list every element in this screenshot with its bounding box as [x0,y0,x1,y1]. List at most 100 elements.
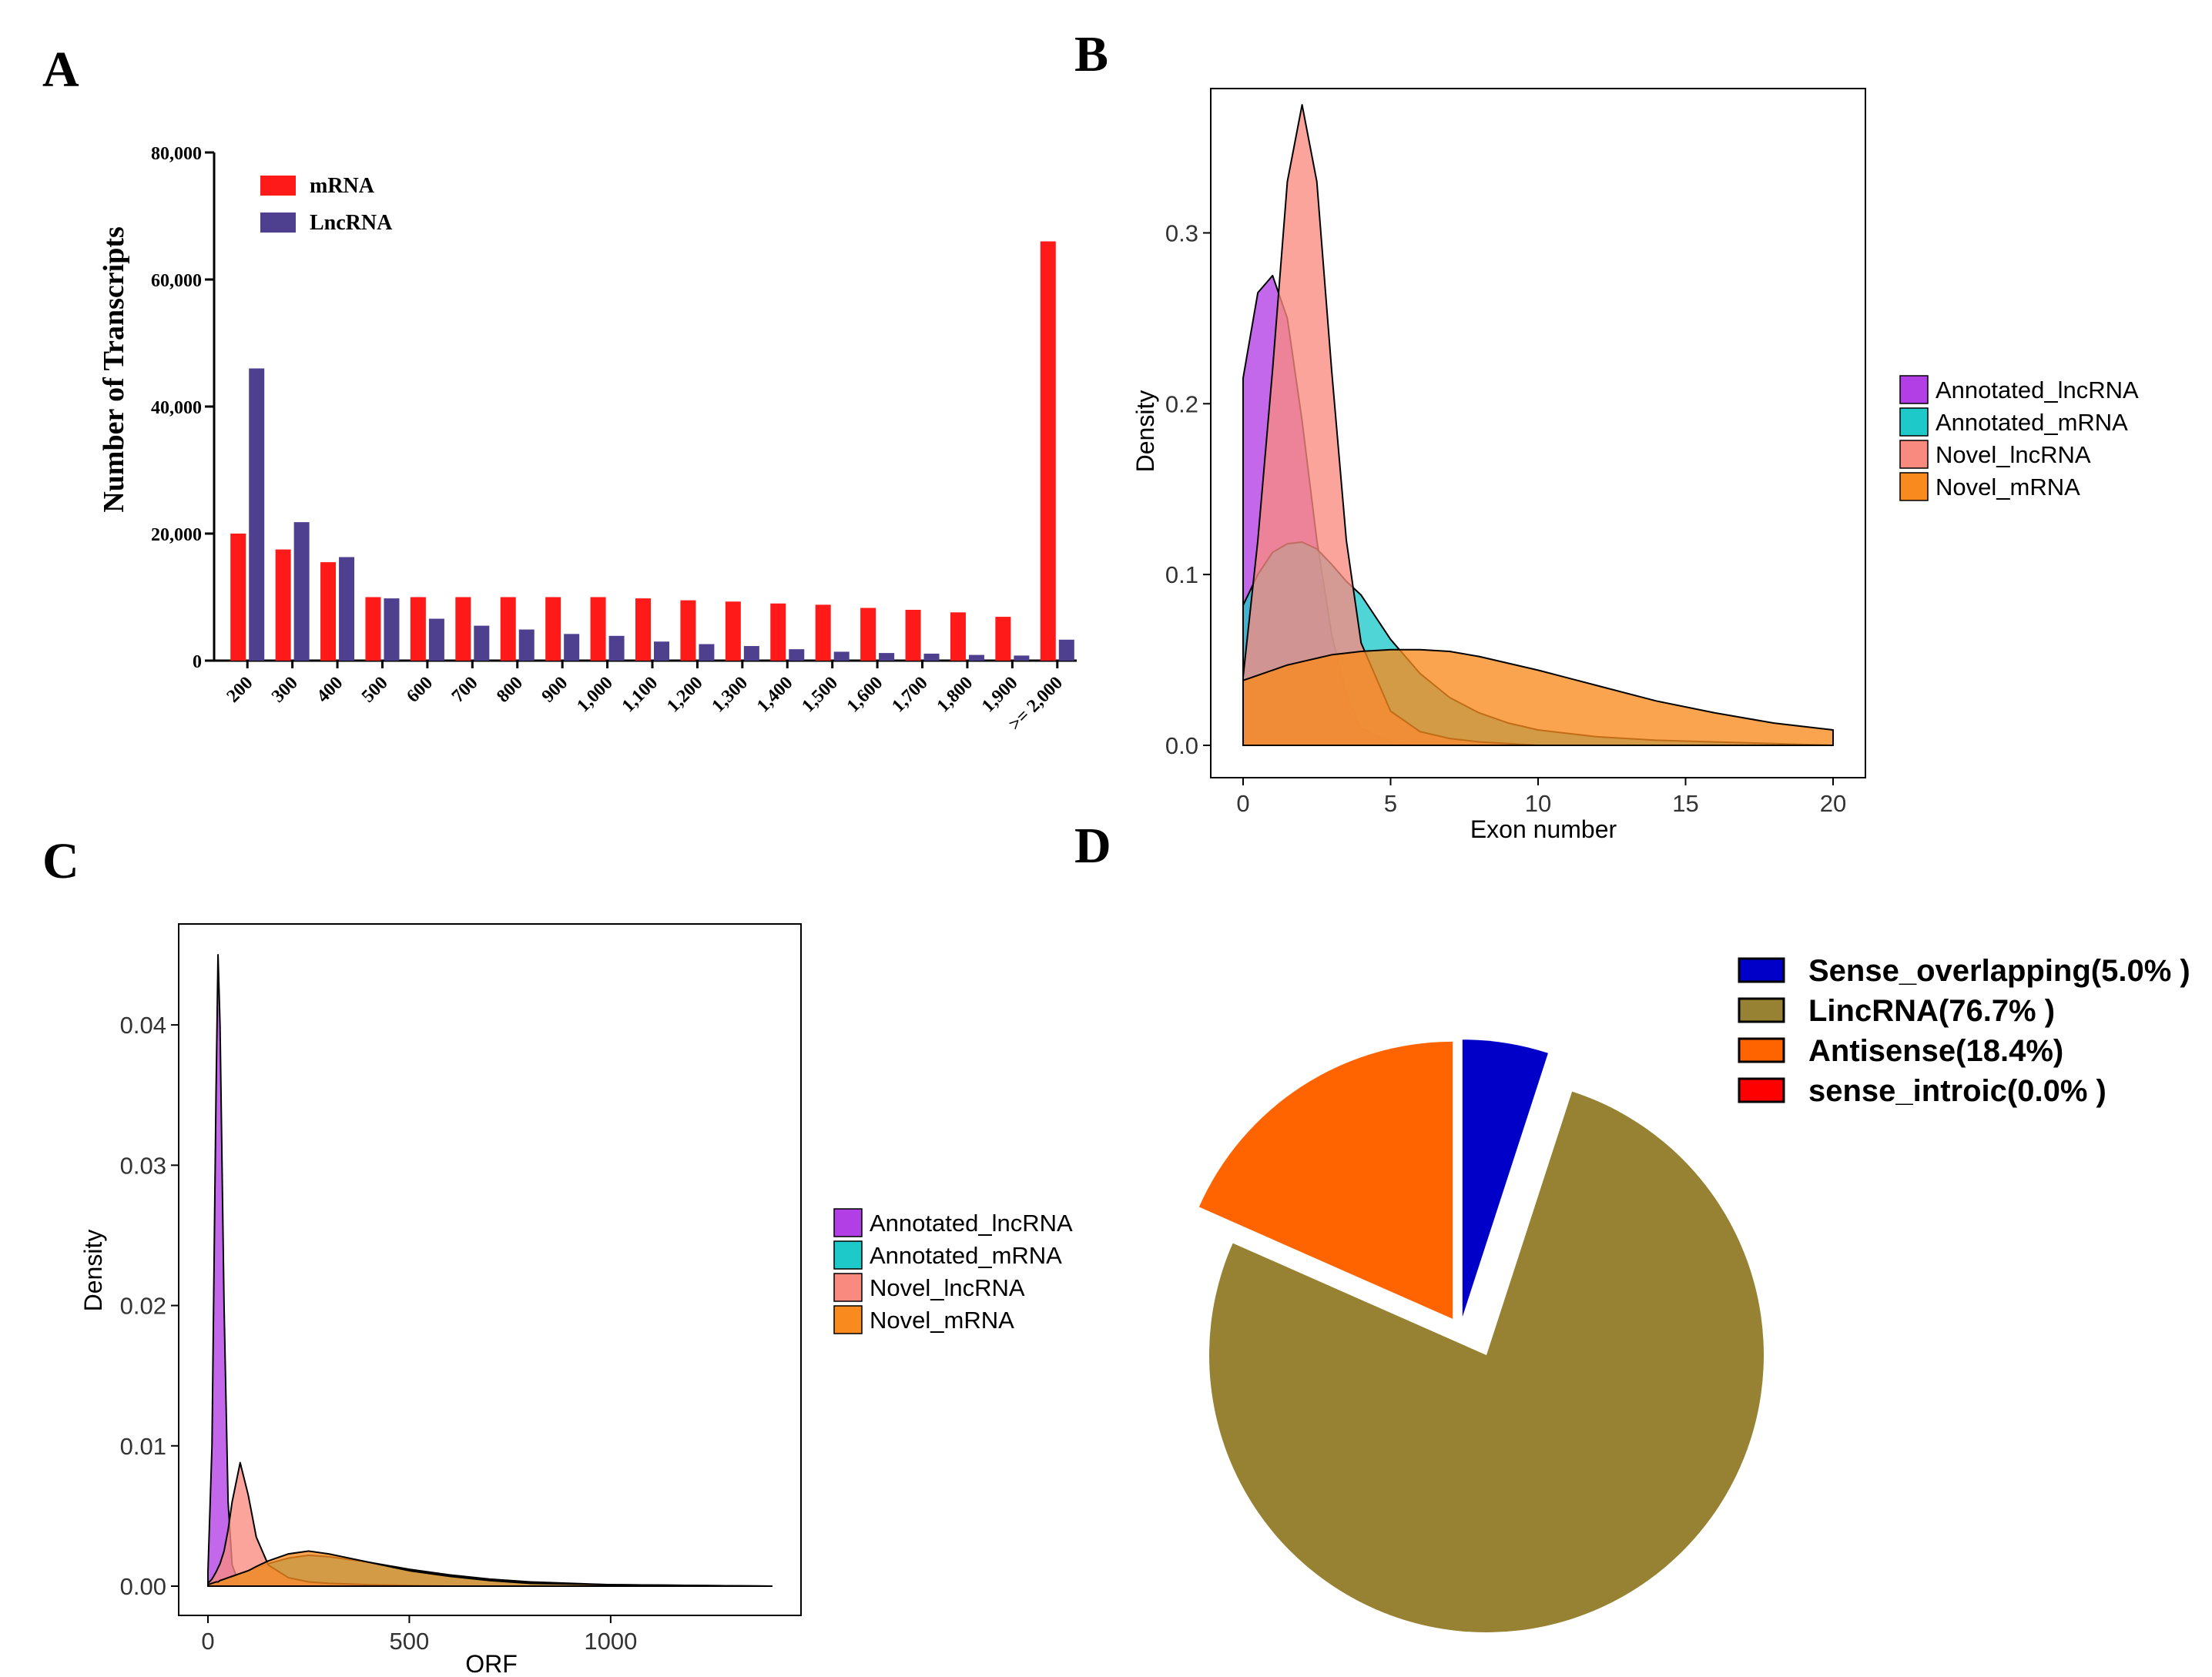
bar-mrna [455,597,471,661]
bar-mrna [230,534,246,661]
bar-mrna [635,598,651,661]
x-tick-label: 0 [201,1628,214,1655]
legend-label-annotated_mrna: Annotated_mRNA [870,1242,1062,1269]
x-tick-label: 500 [390,1628,430,1655]
y-tick-label: 0.04 [120,1012,166,1039]
bar-mrna [950,612,966,661]
x-tick-label: 1,400 [753,673,797,717]
bar-lncrna [249,368,265,661]
x-tick-label: 500 [358,673,392,707]
x-tick-label: 5 [1384,790,1397,817]
x-tick-label: 1,800 [933,673,977,717]
legend-label-annotated_lncrna: Annotated_lncRNA [870,1210,1073,1237]
x-tick-label: 300 [268,673,302,707]
y-tick-label: 0.02 [120,1293,166,1320]
x-tick-label: 600 [403,673,437,707]
y-tick-label: 0.0 [1165,732,1198,759]
bar-mrna [680,600,696,661]
y-tick-label: 60,000 [151,271,202,291]
y-axis-label: Density [79,1230,107,1312]
y-tick-label: 0.01 [120,1433,166,1460]
panel-letter-b: B [1074,26,1108,82]
y-tick-label: 80,000 [151,144,202,164]
bar-lncrna [293,522,310,661]
legend-label: sense_introic(0.0% ) [1808,1074,2106,1108]
legend-swatch-novel_lncrna [1899,440,1929,469]
bar-lncrna [474,625,490,661]
legend-label-novel_mrna: Novel_mRNA [870,1307,1014,1334]
y-tick-label: 40,000 [151,398,202,418]
legend-swatch-lncrna [260,213,296,233]
y-tick-label: 0 [193,652,202,672]
density-novel_mrna [1242,648,1834,746]
legend-label-novel_mrna: Novel_mRNA [1936,474,2080,500]
bar-lncrna [564,634,580,661]
legend-swatch-novel_mrna [833,1305,863,1334]
bar-lncrna [833,651,850,661]
bar-lncrna [518,629,535,661]
x-tick-label: 20 [1820,790,1846,817]
legend-label: Antisense(18.4%) [1808,1034,2063,1068]
y-tick-label: 0.1 [1165,561,1198,588]
legend-swatch-annotated_lncrna [1899,375,1929,404]
bar-lncrna [699,644,715,661]
legend-label: LincRNA(76.7% ) [1808,994,2055,1028]
x-tick-label: 1,500 [798,673,842,717]
bar-mrna [860,608,876,661]
legend-swatch [1738,957,1785,983]
x-tick-label: 1,100 [618,673,662,717]
bar-lncrna [654,641,669,661]
legend-label-novel_lncrna: Novel_lncRNA [1936,441,2091,468]
plot-frame [178,923,802,1616]
x-tick-label: 900 [538,673,572,707]
bar-mrna [770,603,786,661]
x-tick-label: 1,600 [843,673,887,717]
legend-swatch [1738,1037,1785,1063]
bar-mrna [410,597,426,661]
bar-mrna [590,597,606,661]
bar-mrna [500,597,516,661]
y-tick-label: 20,000 [151,525,202,545]
legend-label: Sense_overlapping(5.0% ) [1808,954,2190,988]
bar-lncrna [608,635,625,661]
legend-label-annotated_lncrna: Annotated_lncRNA [1936,377,2139,403]
bar-mrna [995,617,1011,661]
legend-label-novel_lncrna: Novel_lncRNA [870,1274,1025,1301]
x-tick-label: 10 [1525,790,1551,817]
bar-mrna [905,610,921,661]
x-tick-label: 400 [313,673,347,707]
bar-lncrna [339,557,355,661]
bar-mrna [320,562,337,661]
panel-letter-d: D [1074,818,1111,874]
bar-mrna [365,597,381,661]
pie-slice [1462,1039,1548,1317]
y-axis-label: Density [1131,390,1159,473]
bar-lncrna [1014,655,1030,661]
legend-swatch-annotated_mrna [1899,407,1929,437]
x-tick-label: 1,200 [663,673,707,717]
bar-lncrna [968,654,984,661]
x-tick-label: 800 [493,673,527,707]
x-tick-label: 1,700 [888,673,932,717]
bar-lncrna [428,618,444,661]
x-tick-label: 15 [1672,790,1698,817]
density-novel_mrna [207,1550,773,1587]
pie-slice [1209,1091,1764,1632]
legend-swatch-annotated_lncrna [833,1208,863,1237]
bar-mrna [1040,241,1056,661]
x-axis-label: Exon number [1470,815,1617,843]
x-tick-label: 0 [1236,790,1249,817]
legend-label-mrna: mRNA [310,174,375,198]
bar-mrna [815,604,831,661]
legend-label-lncrna: LncRNA [310,211,393,235]
bar-mrna [725,601,741,661]
bar-lncrna [384,598,400,661]
x-tick-label: 1000 [584,1628,637,1655]
y-tick-label: 0.2 [1165,390,1198,417]
bar-chart-transcripts: Number of Transcripts 0 20,000 40,000 60,00… [98,144,1077,735]
pie-slice [1198,1041,1453,1319]
legend-swatch-novel_lncrna [833,1273,863,1302]
y-tick-label: 0.00 [120,1573,166,1600]
x-tick-label: 1,300 [709,673,752,717]
panel-letter-a: A [42,42,79,98]
